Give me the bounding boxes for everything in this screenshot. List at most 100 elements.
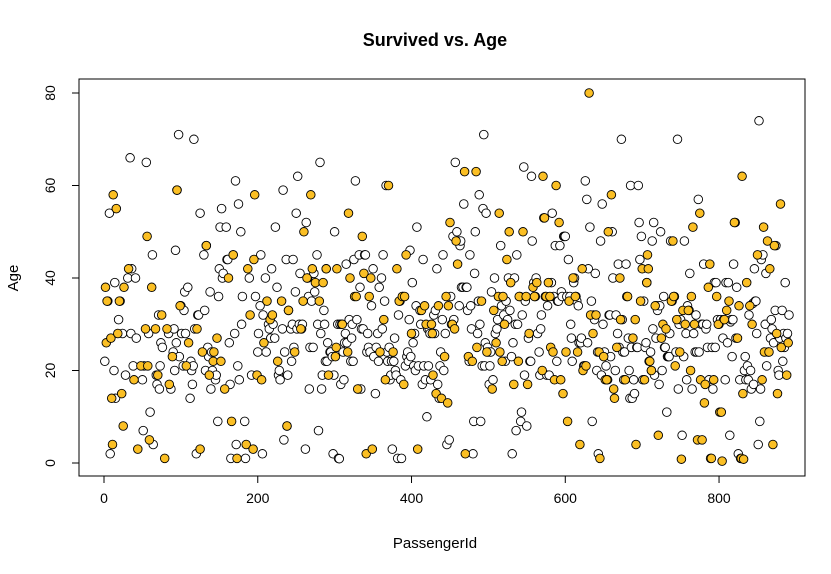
point-not-survived (782, 328, 793, 339)
point-survived (615, 273, 625, 283)
point-survived (449, 324, 460, 334)
point-survived (380, 375, 391, 385)
point-survived (489, 305, 499, 316)
point-not-survived (155, 361, 165, 371)
point-survived (706, 453, 717, 464)
point-survived (683, 305, 694, 316)
point-not-survived (766, 314, 777, 325)
point-not-survived (432, 379, 443, 390)
point-survived (612, 342, 622, 353)
point-survived (642, 250, 653, 260)
point-survived (653, 430, 664, 441)
point-not-survived (492, 324, 502, 334)
point-survived (164, 379, 175, 390)
point-not-survived (233, 361, 243, 371)
point-not-survived (462, 282, 472, 293)
point-not-survived (489, 273, 500, 283)
point-not-survived (157, 342, 168, 353)
point-not-survived (582, 194, 592, 205)
point-survived (259, 338, 269, 348)
point-not-survived (422, 412, 432, 422)
point-survived (392, 264, 402, 274)
point-survived (471, 166, 481, 177)
point-not-survived (547, 208, 557, 218)
point-survived (248, 444, 258, 454)
point-not-survived (465, 250, 475, 260)
point-survived (539, 213, 550, 223)
point-survived (433, 301, 444, 311)
point-survived (116, 388, 127, 399)
point-not-survived (691, 310, 701, 320)
point-survived (697, 435, 707, 445)
point-survived (771, 328, 782, 339)
point-not-survived (258, 310, 268, 320)
point-survived (108, 190, 118, 200)
point-survived (331, 342, 341, 353)
point-survived (757, 375, 767, 385)
y-tick-label: 0 (42, 459, 58, 467)
point-not-survived (465, 301, 476, 311)
point-not-survived (295, 268, 305, 279)
point-survived (172, 185, 182, 195)
point-not-survived (681, 375, 692, 385)
point-not-survived (567, 356, 577, 367)
point-not-survived (563, 254, 574, 265)
point-survived (494, 208, 504, 218)
point-survived (724, 296, 734, 306)
point-survived (159, 453, 170, 464)
point-survived (532, 277, 542, 288)
point-not-survived (147, 250, 158, 260)
point-survived (572, 347, 583, 357)
point-not-survived (322, 338, 333, 348)
point-not-survived (216, 203, 227, 214)
point-survived (575, 439, 585, 450)
point-not-survived (213, 416, 223, 427)
point-not-survived (744, 310, 754, 320)
point-survived (219, 384, 230, 394)
point-survived (153, 370, 163, 380)
x-tick-label: 0 (100, 490, 108, 506)
point-survived (142, 231, 152, 242)
point-survived (133, 444, 143, 454)
point-survived (118, 421, 128, 431)
point-survived (581, 361, 591, 371)
point-not-survived (286, 356, 297, 367)
point-not-survived (329, 227, 340, 237)
point-survived (343, 208, 354, 218)
point-not-survived (633, 180, 644, 191)
point-not-survived (753, 439, 763, 450)
point-survived (323, 370, 334, 380)
point-not-survived (230, 176, 241, 186)
point-survived (452, 259, 463, 269)
point-survived (212, 333, 222, 343)
point-not-survived (516, 407, 527, 417)
point-survived (772, 388, 783, 399)
point-not-survived (269, 333, 280, 343)
point-survived (192, 324, 202, 334)
point-survived (150, 324, 161, 334)
point-survived (406, 328, 417, 339)
point-survived (598, 351, 609, 362)
point-not-survived (474, 190, 484, 200)
point-not-survived (316, 384, 327, 394)
point-survived (445, 217, 455, 228)
point-survived (518, 227, 528, 237)
point-not-survived (109, 365, 119, 376)
point-survived (204, 370, 215, 380)
point-not-survived (560, 231, 571, 242)
point-not-survived (777, 305, 787, 316)
point-survived (568, 273, 578, 283)
point-survived (299, 227, 309, 237)
point-not-survived (195, 208, 205, 218)
point-not-survived (253, 347, 263, 357)
point-survived (551, 180, 561, 191)
point-survived (162, 324, 172, 334)
point-survived (703, 282, 714, 293)
point-not-survived (517, 310, 527, 320)
point-survived (106, 393, 117, 404)
point-survived (282, 421, 292, 431)
point-survived (209, 347, 219, 357)
point-not-survived (722, 338, 733, 348)
point-not-survived (580, 176, 591, 186)
point-survived (267, 310, 278, 320)
